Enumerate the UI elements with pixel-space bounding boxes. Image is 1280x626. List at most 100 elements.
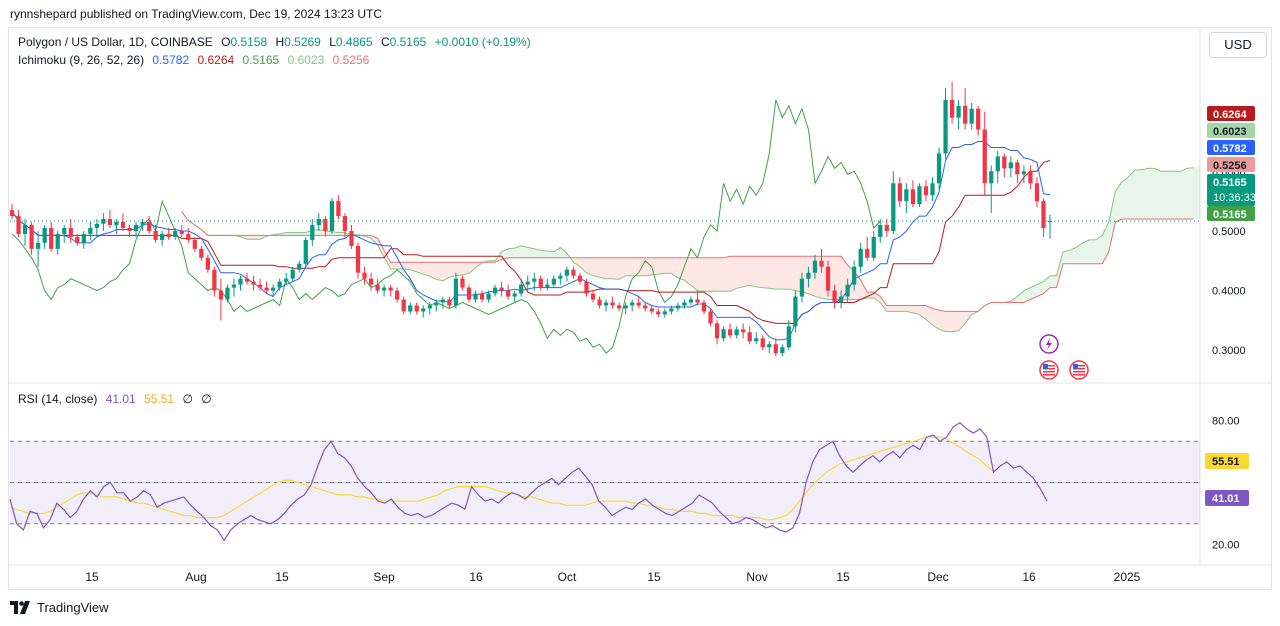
candle-body: [49, 227, 54, 249]
cloud-segment: [423, 262, 430, 277]
cloud-segment: [1115, 181, 1122, 223]
us-flag-event-icon: [1069, 360, 1089, 380]
ichimoku-conversion-value: 0.5782: [152, 53, 190, 67]
cloud-segment: [658, 257, 665, 275]
cloud-segment: [1167, 171, 1175, 220]
candle-body: [120, 222, 126, 228]
price-label-text: 0.5165: [1213, 177, 1247, 189]
cloud-segment: [958, 311, 966, 331]
cloud-segment: [690, 257, 698, 291]
price-label-text: 0.5165: [1213, 209, 1247, 221]
candle-body: [22, 225, 28, 234]
candle-body: [630, 302, 635, 306]
ichimoku-label[interactable]: Ichimoku (9, 26, 52, 26): [18, 53, 145, 67]
cloud-segment: [449, 262, 456, 278]
flag-stripe: [1073, 374, 1085, 376]
candle-body: [1015, 162, 1020, 175]
rsi-label[interactable]: RSI (14, close): [18, 392, 98, 406]
time-axis-tick: Oct: [558, 570, 577, 584]
events: [1039, 334, 1089, 380]
ichimoku-legend: Ichimoku (9, 26, 52, 26) 0.5782 0.6264 0…: [18, 53, 369, 67]
candle-body: [1008, 162, 1013, 169]
price-axis-tick: 0.4000: [1212, 286, 1246, 298]
cloud-segment: [338, 232, 345, 236]
cloud-segment: [416, 262, 424, 275]
candle-body: [910, 189, 916, 205]
candle-body: [492, 287, 498, 294]
candle-body: [682, 302, 687, 306]
candle-body: [75, 236, 80, 243]
cloud-segment: [286, 232, 293, 236]
candle-body: [963, 105, 968, 124]
price-axis-tick: 0.5000: [1212, 226, 1246, 238]
cloud-segment: [651, 257, 659, 275]
candle-body: [349, 230, 354, 246]
candle-body: [440, 299, 445, 303]
candle-body: [1041, 201, 1046, 228]
candle-body: [558, 275, 563, 279]
cloud-segment: [834, 256, 842, 300]
candle-body: [812, 260, 818, 273]
candle-body: [499, 287, 504, 291]
cloud-segment: [573, 257, 580, 267]
cloud-segment: [730, 256, 737, 292]
candle-body: [891, 183, 896, 231]
cloud-segment: [390, 262, 398, 269]
chart-frame: [8, 27, 1272, 590]
time-axis-tick: Sep: [373, 570, 395, 584]
candle-body: [532, 278, 537, 282]
cloud-segment: [429, 262, 437, 280]
candle-body: [29, 225, 34, 249]
cloud-segment: [540, 250, 548, 258]
cloud-segment: [1069, 247, 1077, 264]
candle-body: [786, 326, 791, 348]
candle-body: [81, 233, 86, 243]
candle-body: [754, 338, 759, 342]
candle-body: [649, 308, 654, 312]
time-axis-tick: 16: [469, 570, 483, 584]
cloud-segment: [579, 257, 587, 273]
currency-button[interactable]: USD: [1209, 32, 1267, 58]
ichimoku-conversion-line: [11, 141, 1051, 341]
cloud-segment: [560, 247, 567, 258]
candle-body: [741, 329, 746, 333]
candle-body: [368, 278, 374, 285]
candle-body: [199, 248, 204, 258]
candle-body: [506, 290, 511, 297]
cloud-segment: [664, 257, 672, 274]
candle-body: [212, 269, 217, 291]
cloud-segment: [1017, 290, 1024, 303]
tradingview-logo[interactable]: TradingView: [10, 600, 109, 615]
change-value: +0.0010 (+0.19%): [434, 35, 531, 49]
symbol-title[interactable]: Polygon / US Dollar, 1D, COINBASE: [18, 35, 213, 49]
cloud-segment: [782, 256, 789, 290]
candle-body: [564, 269, 570, 276]
rsi-label-text: 41.01: [1212, 493, 1240, 505]
cloud-segment: [1193, 165, 1201, 220]
price-label-box: [1207, 140, 1255, 155]
candle-body: [949, 99, 955, 118]
cloud-segment: [1134, 169, 1142, 220]
candle-body: [688, 299, 694, 303]
candle-body: [186, 233, 191, 240]
candle-body: [584, 281, 589, 294]
candle-body: [714, 323, 720, 339]
candle-body: [414, 305, 419, 312]
high-value: 0.5269: [284, 35, 321, 49]
cloud-segment: [1154, 168, 1161, 220]
candle-body: [257, 284, 263, 288]
cloud-segment: [508, 248, 515, 258]
cloud-segment: [1082, 239, 1090, 264]
candle-body: [917, 186, 922, 205]
candle-body: [852, 266, 857, 285]
candle-body: [447, 299, 452, 306]
candle-body: [133, 225, 139, 231]
candle-body: [479, 293, 485, 300]
candle-body: [427, 305, 432, 309]
candle-body: [244, 278, 250, 282]
cloud-segment: [1147, 168, 1155, 220]
candle-body: [727, 329, 733, 336]
rsi-extra-2: ∅: [201, 392, 212, 406]
ichimoku-base-line: [11, 160, 1051, 324]
